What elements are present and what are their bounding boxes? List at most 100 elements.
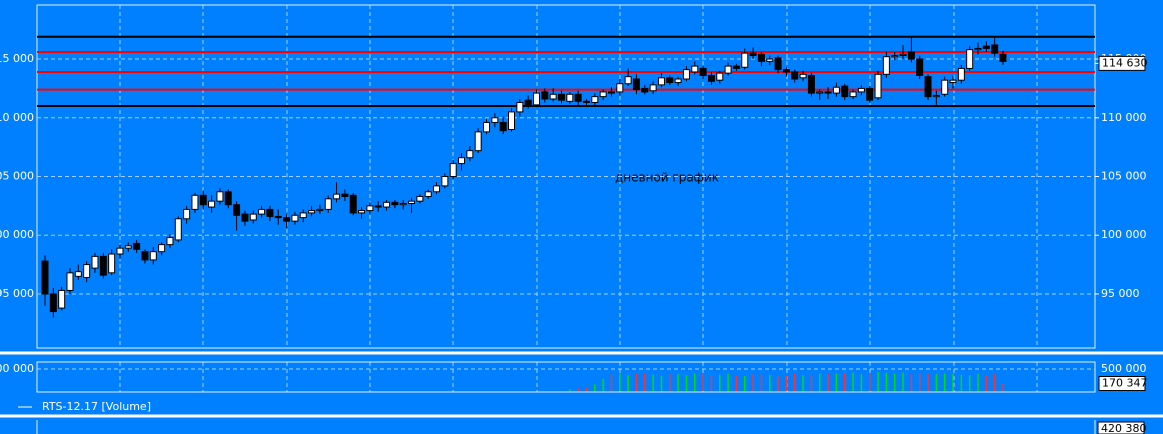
volume-label-box (1098, 376, 1146, 392)
candle-body (174, 218, 182, 241)
candle-body (707, 74, 715, 82)
lower-label-box (1097, 421, 1145, 434)
candle-body (349, 194, 357, 214)
candle-body (724, 65, 732, 74)
candle-body (299, 212, 307, 219)
y-tick-label-left: 105 000 (0, 170, 34, 183)
candle-body (682, 69, 690, 80)
candle-body (208, 200, 216, 208)
candle-body (849, 91, 857, 98)
candle-body (83, 264, 91, 279)
candle-body (333, 193, 341, 200)
candle-body (599, 91, 607, 98)
candle-body (191, 194, 199, 210)
volume-frame (36, 361, 1096, 393)
candle-body (499, 121, 507, 132)
candle-body (366, 205, 374, 212)
candle-body (566, 93, 574, 102)
candle-body (433, 185, 441, 193)
candle-body (616, 83, 624, 93)
candle-body (816, 91, 824, 94)
candle-body (74, 271, 82, 277)
candle-body (524, 99, 532, 106)
candle-body (782, 69, 790, 73)
candle-body (532, 92, 540, 106)
candle-body (882, 56, 890, 75)
candle-body (549, 93, 557, 100)
candle-body (49, 293, 57, 313)
volume-last-label: 170 347 (1102, 377, 1148, 390)
candle-body (233, 204, 241, 216)
candle-body (741, 52, 749, 68)
candle-body (591, 96, 599, 103)
volume-tick-label: 500 000 (1101, 362, 1147, 375)
lower-label: 420 380 (1101, 422, 1147, 434)
candle-body (41, 260, 49, 295)
candle-body (491, 117, 499, 123)
candle-body (141, 251, 149, 261)
y-tick-label-left: 115 000 (0, 52, 34, 65)
candle-body (766, 58, 774, 62)
candle-body (832, 86, 840, 94)
candle-body (466, 150, 474, 159)
candle-body (582, 100, 590, 103)
annotation: дневной график (615, 171, 719, 185)
candle-body (108, 253, 116, 274)
candle-body (183, 208, 191, 220)
candle-body (891, 55, 899, 58)
candle-body (149, 251, 157, 261)
candle-body (399, 203, 407, 206)
candle-body (216, 191, 224, 202)
candle-body (574, 93, 582, 102)
candle-body (757, 53, 765, 62)
y-tick-label: 105 000 (1101, 170, 1147, 183)
candle-body (374, 205, 382, 208)
candle-body (641, 87, 649, 93)
candle-body (199, 194, 207, 206)
candle-body (607, 91, 615, 94)
candle-body (291, 214, 299, 222)
candle-body (866, 87, 874, 101)
candle-body (632, 78, 640, 91)
candle-body (274, 215, 282, 219)
candle-body (774, 57, 782, 71)
candle-body (791, 71, 799, 80)
candle-body (924, 76, 932, 98)
candle-body (166, 237, 174, 246)
candle-body (483, 121, 491, 133)
candle-body (957, 67, 965, 81)
candle-body (974, 47, 982, 51)
candle-body (841, 85, 849, 98)
candle-body (674, 78, 682, 84)
volume-tick-label-left: 500 000 (0, 362, 34, 375)
candle-body (857, 87, 865, 93)
candle-body (416, 195, 424, 202)
candle-body (133, 242, 141, 250)
y-tick-label: 110 000 (1101, 111, 1147, 124)
candle-body (283, 217, 291, 222)
candle-body (624, 76, 632, 85)
candle-body (799, 73, 807, 79)
candle-body (732, 65, 740, 69)
candle-body (716, 72, 724, 81)
candle-body (949, 79, 957, 84)
candle-body (391, 201, 399, 206)
candle-body (749, 52, 757, 57)
candle-body (807, 74, 815, 94)
candle-body (508, 111, 516, 131)
candle-body (308, 210, 316, 214)
candle-body (116, 247, 124, 255)
candle-body (541, 91, 549, 100)
candle-body (666, 77, 674, 84)
candle-body (316, 208, 324, 212)
candle-body (474, 131, 482, 152)
candle-body (449, 163, 457, 177)
candle-body (158, 244, 166, 253)
candle-body (91, 255, 99, 269)
candle-body (241, 213, 249, 222)
candle-body (982, 45, 990, 49)
candle-body (999, 53, 1007, 62)
candle-body (266, 208, 274, 217)
candle-body (341, 193, 349, 197)
